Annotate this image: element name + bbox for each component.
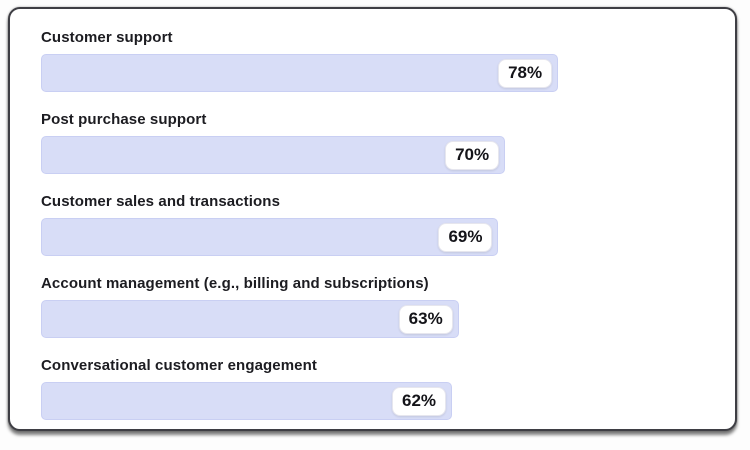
bar-value-badge: 69% — [438, 222, 493, 252]
bar-chart: Customer support 78% Post purchase support… — [41, 29, 704, 420]
bar-track: 78% — [41, 54, 704, 92]
bar: 63% — [41, 300, 459, 338]
bar-row: Post purchase support 70% — [41, 111, 704, 174]
bar-row: Customer sales and transactions 69% — [41, 193, 704, 256]
bar-row: Conversational customer engagement 62% — [41, 357, 704, 420]
bar-category-label: Customer support — [41, 29, 173, 46]
bar-value-badge: 63% — [398, 304, 453, 334]
bar-value-badge: 70% — [445, 140, 500, 170]
bar: 78% — [41, 54, 559, 92]
bar: 62% — [41, 382, 453, 420]
bar-track: 69% — [41, 218, 704, 256]
bar-value-badge: 62% — [392, 386, 447, 416]
bar-track: 63% — [41, 300, 704, 338]
chart-card: Customer support 78% Post purchase support… — [8, 7, 737, 431]
bar-value-badge: 78% — [498, 58, 553, 88]
bar-track: 70% — [41, 136, 704, 174]
bar-category-label: Conversational customer engagement — [41, 357, 317, 374]
bar-row: Account management (e.g., billing and su… — [41, 275, 704, 338]
bar-track: 62% — [41, 382, 704, 420]
bar: 69% — [41, 218, 499, 256]
bar-category-label: Customer sales and transactions — [41, 193, 281, 210]
bar-category-label: Account management (e.g., billing and su… — [41, 275, 429, 292]
bar: 70% — [41, 136, 506, 174]
bar-row: Customer support 78% — [41, 29, 704, 92]
bar-category-label: Post purchase support — [41, 111, 207, 128]
